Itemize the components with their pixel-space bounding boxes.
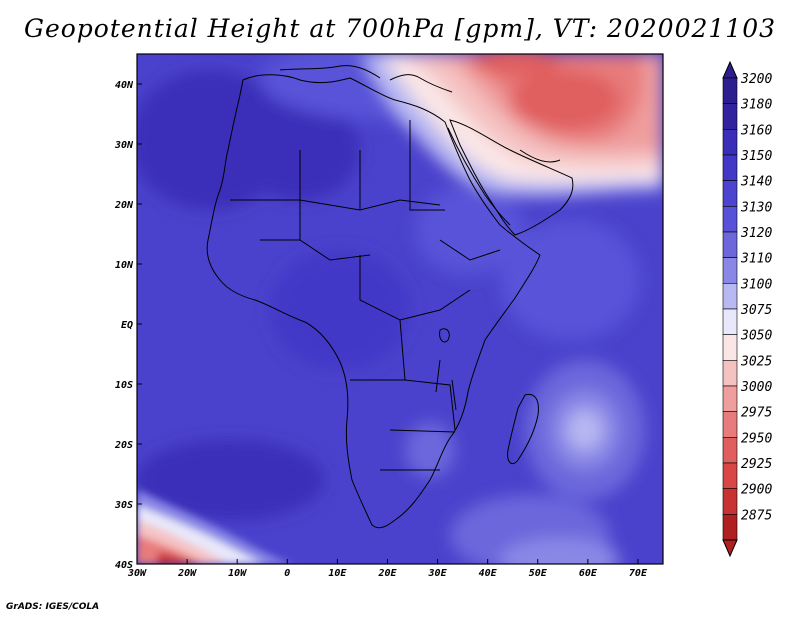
y-tick-label: 30S <box>114 500 133 511</box>
colorbar-swatch <box>722 103 738 130</box>
colorbar-swatch <box>722 437 738 464</box>
colorbar-bottom-arrow <box>722 539 738 558</box>
colorbar-swatch <box>722 334 738 361</box>
colorbar-label: 2900 <box>741 483 772 498</box>
colorbar-label: 2875 <box>741 508 772 523</box>
x-axis: 30W 20W 10W 0 10E 20E 30E 40E 50E 60E 70E <box>127 559 648 579</box>
x-tick-label: 10E <box>328 568 347 579</box>
colorbar-label: 3120 <box>740 226 772 241</box>
colorbar-label: 3140 <box>740 175 772 190</box>
colorbar-swatch <box>722 385 738 412</box>
x-tick-label: 20W <box>177 568 197 579</box>
colorbar-label: 3180 <box>740 98 772 113</box>
y-axis: 40N 30N 20N 10N EQ 10S 20S 30S 40S <box>114 80 142 571</box>
colorbar-swatch <box>722 180 738 207</box>
x-tick-label: 70E <box>629 568 648 579</box>
colorbar-label: 3110 <box>740 252 772 267</box>
x-tick-label: 10W <box>228 568 247 579</box>
colorbar-label: 2950 <box>741 431 772 446</box>
coastlines <box>206 65 574 529</box>
colorbar-swatch <box>722 360 738 387</box>
colorbar-label: 3025 <box>740 354 772 369</box>
colorbar-swatch <box>722 154 738 181</box>
colorbar-swatch <box>722 308 738 335</box>
colorbar-swatch <box>722 206 738 233</box>
colorbar-label: 3150 <box>740 149 772 164</box>
x-tick-label: 30W <box>127 568 147 579</box>
x-tick-label: 20E <box>377 568 397 579</box>
x-tick-label: 30E <box>428 568 448 579</box>
y-tick-label: 30N <box>114 140 134 151</box>
map-title: Geopotential Height at 700hPa [gpm], VT:… <box>23 14 777 43</box>
colorbar-swatch <box>722 411 738 438</box>
y-tick-label: 20N <box>114 200 134 211</box>
colorbar-label: 3050 <box>740 329 772 344</box>
colorbar-swatch <box>722 514 738 541</box>
colorbar-swatch <box>722 77 738 104</box>
colorbar-label: 3130 <box>740 200 772 215</box>
colorbar-swatch <box>722 488 738 515</box>
height-field <box>137 54 663 564</box>
x-tick-label: 60E <box>579 568 598 579</box>
y-tick-label: 40S <box>115 560 133 571</box>
colorbar-label: 3000 <box>740 380 772 395</box>
colorbar-swatch <box>722 257 738 284</box>
colorbar-swatch <box>722 462 738 489</box>
colorbar-label: 3200 <box>740 72 772 87</box>
colorbar-swatch <box>722 231 738 258</box>
y-tick-label: 20S <box>114 440 133 451</box>
colorbar-label: 3160 <box>740 123 772 138</box>
y-tick-label: 10N <box>115 260 134 271</box>
colorbar-label: 2975 <box>741 406 772 421</box>
y-tick-label: 40N <box>115 80 134 91</box>
colorbar-label: 3075 <box>740 303 772 318</box>
colorbar-label: 2925 <box>741 457 772 472</box>
colorbar-top-arrow <box>722 60 738 79</box>
colorbar-swatch <box>722 129 738 156</box>
x-tick-label: 40E <box>479 568 498 579</box>
x-tick-label: 50E <box>529 568 548 579</box>
y-tick-label: 10S <box>115 380 133 391</box>
plot-frame <box>136 53 664 565</box>
colorbar-swatch <box>722 283 738 310</box>
x-tick-label: 0 <box>284 568 290 579</box>
credit-label: GrADS: IGES/COLA <box>6 602 100 612</box>
colorbar-label: 3100 <box>740 277 772 292</box>
y-tick-label: EQ <box>121 320 133 331</box>
